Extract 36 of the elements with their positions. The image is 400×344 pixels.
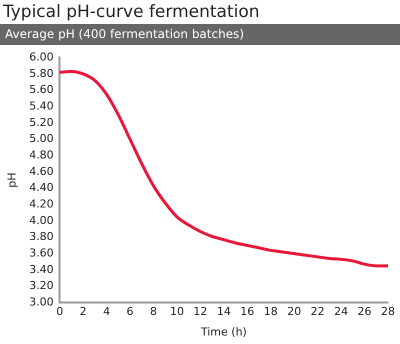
chart-title: Typical pH-curve fermentation [2,1,261,24]
y-tick-label: 4.00 [29,214,54,227]
x-tick-label: 26 [358,305,372,318]
y-tick-label: 6.00 [29,50,54,64]
chart-subtitle: Average pH (400 fermentation batches) [0,24,400,45]
x-tick-label: 4 [103,305,110,318]
y-tick-label: 4.60 [29,164,54,178]
y-tick-label: 3.00 [29,295,54,308]
y-tick-label: 3.40 [29,262,54,276]
y-tick-label: 3.20 [29,279,54,292]
x-tick-label: 8 [150,305,157,318]
y-tick-label: 5.60 [29,83,54,96]
y-tick-label: 5.40 [29,99,54,112]
y-tick-label: 4.40 [29,181,54,194]
x-tick-label: 16 [240,305,254,318]
y-tick-label: 3.80 [29,230,54,244]
x-tick-label: 24 [334,305,348,318]
x-tick-label: 18 [264,305,278,318]
x-tick-label: 10 [170,305,184,318]
x-tick-label: 22 [310,305,325,318]
y-tick-label: 5.20 [29,116,54,129]
line-series [60,70,388,268]
x-axis-title: Time (h) [200,325,247,338]
x-tick-label: 6 [126,305,134,318]
y-tick-label: 5.80 [29,66,54,80]
x-tick-label: 0 [56,305,64,318]
y-axis-title: pH [5,172,18,188]
y-tick-label: 5.00 [29,132,54,146]
y-tick-label: 3.60 [29,246,54,260]
x-tick-label: 14 [216,305,231,318]
x-tick-label: 20 [287,305,302,318]
y-tick-label: 4.80 [29,148,54,162]
x-tick-label: 12 [193,305,208,318]
x-tick-label: 2 [80,305,87,318]
y-tick-label: 4.20 [29,197,54,210]
x-tick-label: 28 [381,305,395,318]
